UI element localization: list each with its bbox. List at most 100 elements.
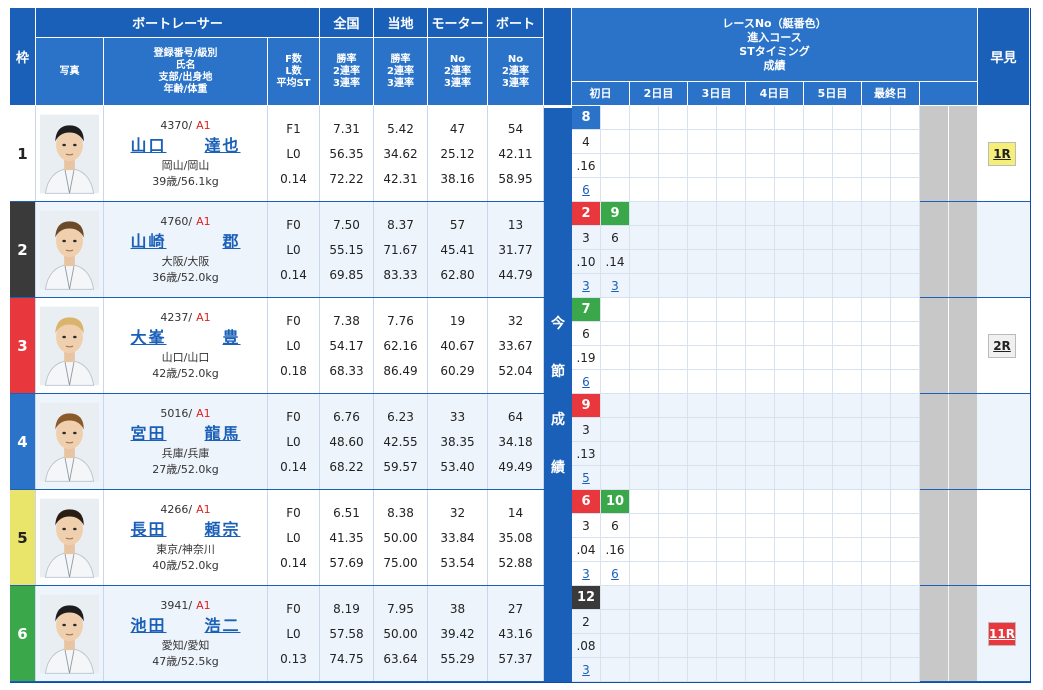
race-grid-cell xyxy=(804,346,833,370)
race-grid-cell xyxy=(833,610,862,634)
race-result-link[interactable]: 6 xyxy=(582,374,590,389)
race-grid-cell xyxy=(862,514,891,538)
avg-st: 0.14 xyxy=(280,555,307,570)
f-count: F1 xyxy=(286,121,301,136)
race-grid-cell xyxy=(775,658,804,682)
race-grid-cell xyxy=(833,274,862,298)
racer-photo xyxy=(36,586,104,681)
race-result: 6 xyxy=(572,370,601,394)
race-grid-cell xyxy=(862,178,891,202)
touchi-value: 50.00 xyxy=(383,626,418,641)
hayami-race-button[interactable]: 2R xyxy=(988,334,1016,358)
gray-column xyxy=(920,202,948,297)
race-grid-cell xyxy=(804,610,833,634)
race-grid-cell xyxy=(659,514,688,538)
sep: / xyxy=(188,310,193,324)
race-result-link[interactable]: 3 xyxy=(582,278,590,293)
race-grid-cell xyxy=(746,298,775,322)
race-grid-cell xyxy=(717,226,746,250)
header-no: No xyxy=(507,53,524,65)
f-count: F0 xyxy=(286,313,301,328)
race-grid-cell xyxy=(659,202,688,226)
touchi-stats: 7.76 62.16 86.49 xyxy=(374,298,428,393)
race-grid-cell xyxy=(659,538,688,562)
boat-value: 27 xyxy=(507,601,524,616)
race-grid-cell xyxy=(833,346,862,370)
motor-value: 32 xyxy=(449,505,466,520)
race-result: 5 xyxy=(572,466,601,490)
race-grid-cell xyxy=(746,178,775,202)
race-result-link[interactable]: 3 xyxy=(611,278,619,293)
race-grid-cell xyxy=(601,658,630,682)
zenkoku-value: 68.33 xyxy=(329,363,364,378)
waku-number: 6 xyxy=(10,586,36,681)
race-grid-cell xyxy=(688,370,717,394)
racer-first-name: 龍馬 xyxy=(204,423,241,443)
racer-name-link[interactable]: 長田 頼宗 xyxy=(131,521,241,538)
race-grid-cell xyxy=(688,418,717,442)
reg-class: 4370/A1 xyxy=(160,118,210,134)
header-avg-st: 平均ST xyxy=(276,77,311,89)
race-result: 3 xyxy=(572,658,601,682)
motor-value: 53.54 xyxy=(440,555,475,570)
race-grid-cell xyxy=(601,442,630,466)
f-count: F0 xyxy=(286,601,301,616)
boat-value: 13 xyxy=(507,217,524,232)
touchi-stats: 8.38 50.00 75.00 xyxy=(374,490,428,585)
reg-number: 5016 xyxy=(160,406,189,420)
race-grid-cell xyxy=(630,106,659,130)
race-grid-cell xyxy=(746,130,775,154)
race-grid-cell xyxy=(833,106,862,130)
racer-class: A1 xyxy=(196,502,211,516)
race-boat-no: 12 xyxy=(572,586,601,610)
race-grid-cell xyxy=(688,346,717,370)
touchi-value: 34.62 xyxy=(383,146,418,161)
race-grid-cell xyxy=(804,130,833,154)
race-grid-cell xyxy=(659,394,688,418)
touchi-value: 7.76 xyxy=(387,313,414,328)
hayami-race-button[interactable]: 1R xyxy=(988,142,1016,166)
race-grid-cell xyxy=(862,610,891,634)
race-result-link[interactable]: 5 xyxy=(582,470,590,485)
race-grid-cell xyxy=(891,130,920,154)
race-result-link[interactable]: 6 xyxy=(582,182,590,197)
race-grid-cell xyxy=(891,346,920,370)
race-grid-cell xyxy=(775,490,804,514)
race-grid-cell xyxy=(775,418,804,442)
race-grid-cell xyxy=(659,586,688,610)
touchi-value: 8.37 xyxy=(387,217,414,232)
touchi-value: 7.95 xyxy=(387,601,414,616)
header-fl: F数 L数 平均ST xyxy=(268,38,320,106)
racer-age-weight: 39歳/56.1kg xyxy=(152,174,219,188)
race-grid-cell xyxy=(804,250,833,274)
day-header: 5日目 xyxy=(804,82,862,106)
racer-name-link[interactable]: 山崎 郡 xyxy=(131,233,241,250)
race-grid-cell xyxy=(775,346,804,370)
race-grid-cell xyxy=(804,106,833,130)
header-3ren: 3連率 xyxy=(502,77,529,89)
racer-name-link[interactable]: 大峯 豊 xyxy=(131,329,241,346)
race-result-link[interactable]: 6 xyxy=(611,566,619,581)
race-grid-cell xyxy=(891,562,920,586)
race-grid-cell xyxy=(862,562,891,586)
race-course: 3 xyxy=(572,418,601,442)
racer-name-link[interactable]: 宮田 龍馬 xyxy=(131,423,241,443)
race-result: 6 xyxy=(572,178,601,202)
race-boat-no: 2 xyxy=(572,202,601,226)
race-result-link[interactable]: 3 xyxy=(582,662,590,677)
race-grid-cell xyxy=(688,322,717,346)
race-grid-cell xyxy=(804,274,833,298)
avatar xyxy=(40,402,99,482)
race-grid-cell xyxy=(775,586,804,610)
touchi-stats: 6.23 42.55 59.57 xyxy=(374,394,428,489)
race-grid-cell xyxy=(630,202,659,226)
race-result-link[interactable]: 3 xyxy=(582,566,590,581)
racer-name-link[interactable]: 山口 達也 xyxy=(131,137,241,154)
header-st-timing: STタイミング xyxy=(739,44,810,58)
hayami-race-button[interactable]: 11R xyxy=(988,622,1016,646)
racer-name-link[interactable]: 池田 浩二 xyxy=(131,617,241,634)
race-grid-cell xyxy=(862,202,891,226)
header-result: 成績 xyxy=(763,58,786,72)
race-grid-cell xyxy=(630,178,659,202)
race-grid-cell xyxy=(775,202,804,226)
